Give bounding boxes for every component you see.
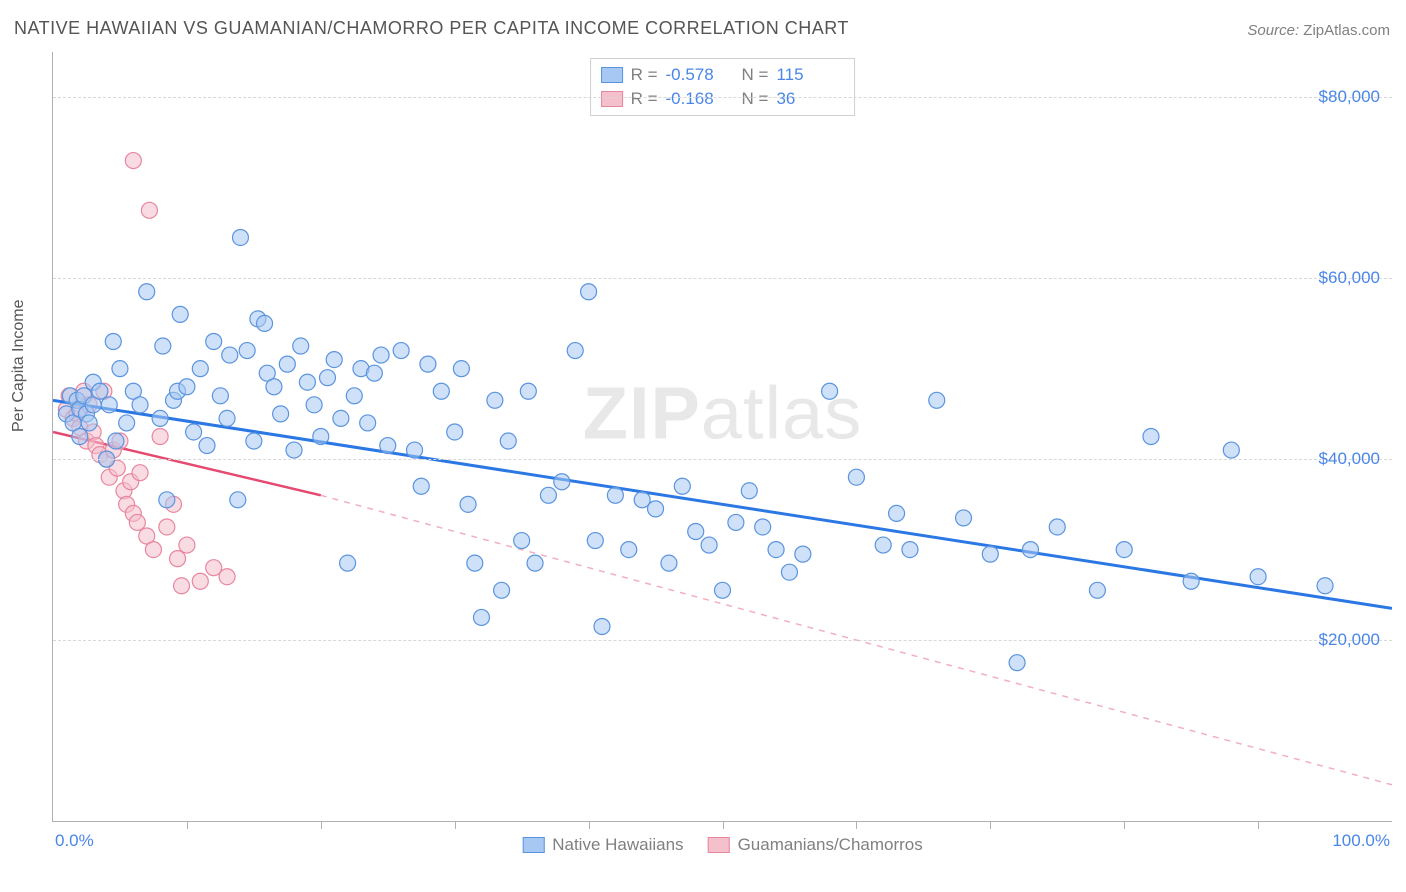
- x-axis-start-label: 0.0%: [55, 831, 94, 851]
- y-tick-label: $80,000: [1319, 87, 1380, 107]
- correlation-stats-box: R = -0.578 N = 115 R = -0.168 N = 36: [590, 58, 856, 116]
- y-tick-label: $40,000: [1319, 449, 1380, 469]
- watermark-prefix: ZIP: [583, 372, 701, 455]
- x-axis-end-label: 100.0%: [1332, 831, 1390, 851]
- source-attribution: Source: ZipAtlas.com: [1247, 22, 1390, 39]
- r-value: -0.168: [666, 89, 734, 109]
- y-axis-label: Per Capita Income: [10, 299, 28, 432]
- legend-label: Native Hawaiians: [552, 835, 683, 855]
- chart-container: Per Capita Income ZIPatlas R = -0.578 N …: [14, 52, 1392, 852]
- watermark: ZIPatlas: [583, 371, 862, 456]
- n-value: 36: [776, 89, 844, 109]
- r-label: R =: [631, 65, 658, 85]
- legend-item: Native Hawaiians: [522, 835, 683, 855]
- source-value: ZipAtlas.com: [1303, 22, 1390, 39]
- chart-svg: [53, 52, 1392, 821]
- legend-swatch: [708, 837, 730, 853]
- stats-row: R = -0.168 N = 36: [601, 87, 845, 111]
- series-swatch: [601, 91, 623, 107]
- legend: Native Hawaiians Guamanians/Chamorros: [522, 835, 923, 855]
- legend-label: Guamanians/Chamorros: [738, 835, 923, 855]
- chart-title: NATIVE HAWAIIAN VS GUAMANIAN/CHAMORRO PE…: [14, 18, 849, 39]
- y-tick-label: $60,000: [1319, 268, 1380, 288]
- plot-area: ZIPatlas R = -0.578 N = 115 R = -0.168 N…: [52, 52, 1392, 822]
- n-value: 115: [776, 65, 844, 85]
- r-label: R =: [631, 89, 658, 109]
- r-value: -0.578: [666, 65, 734, 85]
- legend-item: Guamanians/Chamorros: [708, 835, 923, 855]
- n-label: N =: [742, 65, 769, 85]
- series-swatch: [601, 67, 623, 83]
- y-tick-label: $20,000: [1319, 630, 1380, 650]
- legend-swatch: [522, 837, 544, 853]
- source-label: Source:: [1247, 22, 1299, 39]
- watermark-suffix: atlas: [701, 372, 862, 455]
- stats-row: R = -0.578 N = 115: [601, 63, 845, 87]
- n-label: N =: [742, 89, 769, 109]
